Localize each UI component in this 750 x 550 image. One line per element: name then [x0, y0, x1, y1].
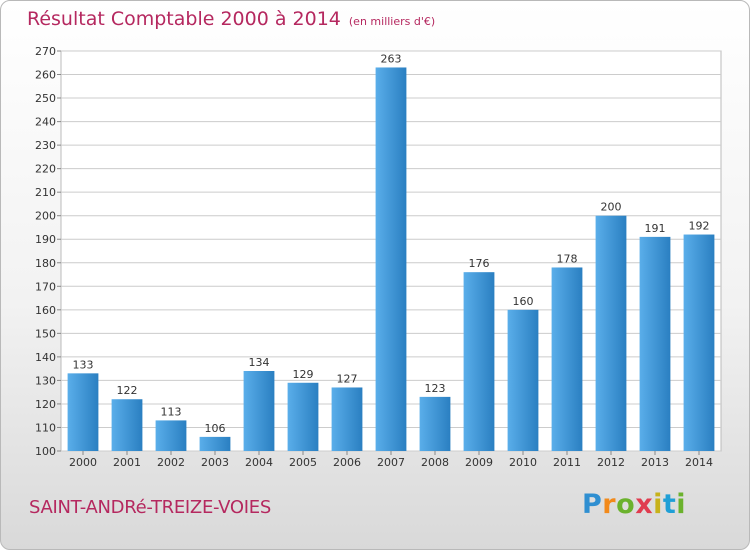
x-tick-label: 2001 — [113, 456, 141, 469]
bar — [199, 436, 231, 451]
x-tick-label: 2008 — [421, 456, 449, 469]
logo-letter: x — [635, 489, 654, 520]
data-label: 122 — [117, 384, 138, 397]
y-tick-label: 220 — [35, 163, 56, 176]
x-tick-label: 2003 — [201, 456, 229, 469]
bar — [507, 309, 539, 451]
y-tick-label: 200 — [35, 210, 56, 223]
x-tick-label: 2014 — [685, 456, 713, 469]
data-label: 106 — [205, 422, 226, 435]
bar — [639, 236, 671, 451]
y-tick-label: 160 — [35, 304, 56, 317]
data-label: 133 — [73, 358, 94, 371]
y-tick-label: 190 — [35, 233, 56, 246]
y-tick-label: 150 — [35, 327, 56, 340]
bar — [375, 67, 407, 452]
x-tick-label: 2000 — [69, 456, 97, 469]
y-tick-label: 250 — [35, 92, 56, 105]
logo-letter: r — [602, 489, 617, 520]
y-tick-label: 140 — [35, 351, 56, 364]
bar — [67, 373, 99, 451]
data-label: 192 — [689, 220, 710, 233]
bar — [287, 382, 319, 451]
logo-letter: P — [582, 489, 603, 520]
bar — [595, 215, 627, 451]
logo-letter: i — [676, 489, 687, 520]
data-label: 178 — [557, 252, 578, 265]
x-tick-label: 2011 — [553, 456, 581, 469]
y-tick-label: 210 — [35, 186, 56, 199]
data-label: 134 — [249, 356, 270, 369]
data-label: 123 — [425, 382, 446, 395]
x-tick-label: 2013 — [641, 456, 669, 469]
x-tick-label: 2010 — [509, 456, 537, 469]
data-label: 263 — [381, 52, 402, 65]
y-tick-label: 180 — [35, 257, 56, 270]
data-label: 129 — [293, 368, 314, 381]
bar — [243, 371, 275, 451]
y-tick-label: 230 — [35, 139, 56, 152]
bar — [331, 387, 363, 451]
proxiti-logo: Proxiti — [582, 489, 686, 520]
x-tick-label: 2009 — [465, 456, 493, 469]
y-tick-label: 100 — [35, 445, 56, 458]
data-label: 200 — [601, 201, 622, 214]
y-tick-label: 110 — [35, 421, 56, 434]
data-label: 191 — [645, 222, 666, 235]
y-tick-label: 270 — [35, 45, 56, 58]
x-tick-label: 2002 — [157, 456, 185, 469]
x-tick-label: 2006 — [333, 456, 361, 469]
y-tick-label: 170 — [35, 280, 56, 293]
data-label: 113 — [161, 405, 182, 418]
bar — [463, 272, 495, 451]
city-name: SAINT-ANDRé-TREIZE-VOIES — [29, 497, 271, 518]
bar — [551, 267, 583, 451]
logo-letter: i — [653, 489, 663, 520]
bar — [683, 234, 715, 451]
data-label: 160 — [513, 295, 534, 308]
y-tick-label: 240 — [35, 116, 56, 129]
x-tick-label: 2007 — [377, 456, 405, 469]
logo-letter: t — [662, 489, 677, 520]
unit-note: (en milliers d'€) — [348, 15, 436, 28]
chart-title: Résultat Comptable 2000 à 2014 (en millie… — [27, 8, 435, 30]
y-tick-label: 130 — [35, 374, 56, 387]
x-tick-label: 2005 — [289, 456, 317, 469]
logo-letter: o — [616, 489, 636, 520]
bar — [111, 399, 143, 451]
chart-title-text: Résultat Comptable 2000 à 2014 — [27, 8, 341, 30]
data-label: 176 — [469, 257, 490, 270]
x-tick-label: 2012 — [597, 456, 625, 469]
bar — [419, 396, 451, 451]
y-tick-label: 260 — [35, 69, 56, 82]
x-tick-label: 2004 — [245, 456, 273, 469]
y-tick-label: 120 — [35, 398, 56, 411]
bar — [155, 420, 187, 451]
data-label: 127 — [337, 372, 358, 385]
